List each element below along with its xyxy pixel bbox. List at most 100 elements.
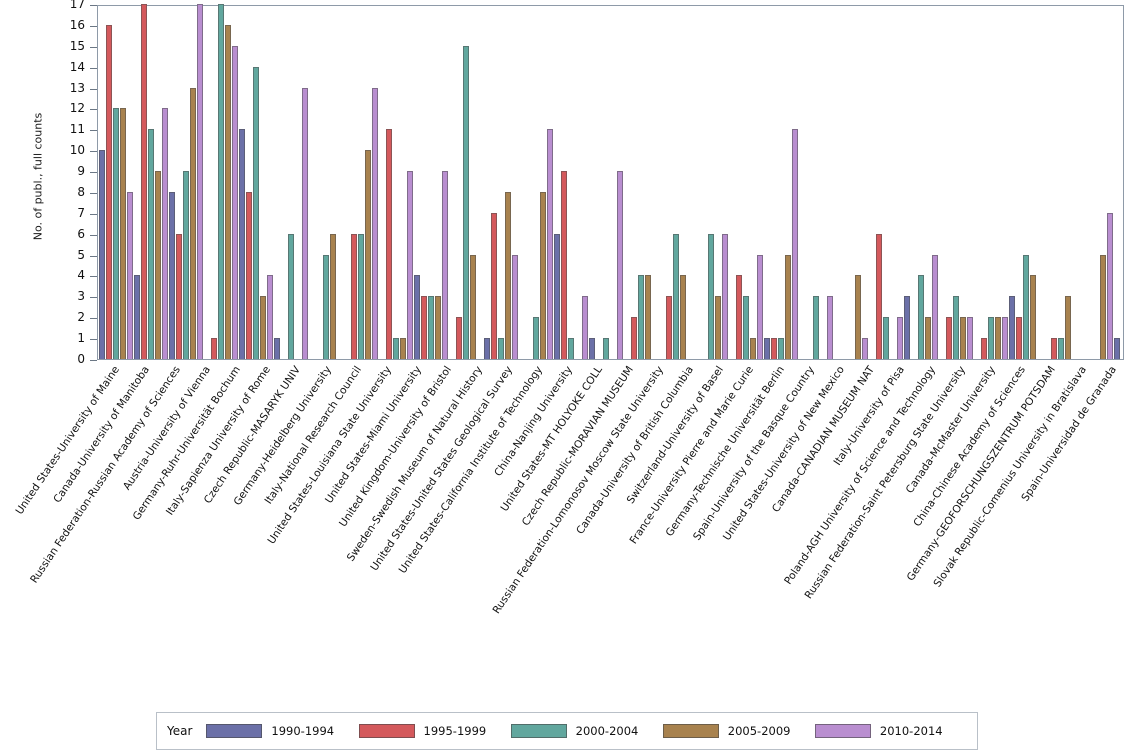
bar[interactable] <box>196 4 203 359</box>
bar[interactable] <box>784 254 791 359</box>
legend-item[interactable]: 1995-1999 <box>358 724 501 738</box>
bar[interactable] <box>945 317 952 359</box>
bar[interactable] <box>455 317 462 359</box>
bar[interactable] <box>385 129 392 359</box>
bar[interactable] <box>924 317 931 359</box>
bar[interactable] <box>462 45 469 359</box>
bar[interactable] <box>560 171 567 359</box>
bar[interactable] <box>322 254 329 359</box>
bar[interactable] <box>1106 212 1113 359</box>
legend-item[interactable]: 2005-2009 <box>662 724 805 738</box>
bar[interactable] <box>812 296 819 359</box>
bar[interactable] <box>329 233 336 359</box>
bar[interactable] <box>357 233 364 359</box>
legend-item[interactable]: 2000-2004 <box>510 724 653 738</box>
bar[interactable] <box>469 254 476 359</box>
bar[interactable] <box>504 191 511 359</box>
bar[interactable] <box>301 87 308 359</box>
bar[interactable] <box>917 275 924 359</box>
bar[interactable] <box>273 338 280 359</box>
bar[interactable] <box>161 108 168 359</box>
bar[interactable] <box>133 275 140 359</box>
bar[interactable] <box>119 108 126 359</box>
bar[interactable] <box>252 66 259 359</box>
bar[interactable] <box>238 129 245 359</box>
bar[interactable] <box>287 233 294 359</box>
bar[interactable] <box>791 129 798 359</box>
bar[interactable] <box>875 233 882 359</box>
bar[interactable] <box>98 150 105 359</box>
bar[interactable] <box>126 191 133 359</box>
bar[interactable] <box>630 317 637 359</box>
bar[interactable] <box>490 212 497 359</box>
bar[interactable] <box>434 296 441 359</box>
bar[interactable] <box>637 275 644 359</box>
bar[interactable] <box>882 317 889 359</box>
bar[interactable] <box>735 275 742 359</box>
bar[interactable] <box>182 171 189 359</box>
bar[interactable] <box>1022 254 1029 359</box>
bar[interactable] <box>903 296 910 359</box>
bar[interactable] <box>749 338 756 359</box>
bar[interactable] <box>210 338 217 359</box>
bar[interactable] <box>826 296 833 359</box>
bar[interactable] <box>413 275 420 359</box>
bar[interactable] <box>154 171 161 359</box>
bar[interactable] <box>588 338 595 359</box>
bar[interactable] <box>616 171 623 359</box>
bar[interactable] <box>168 191 175 359</box>
bar[interactable] <box>217 4 224 359</box>
bar[interactable] <box>567 338 574 359</box>
bar[interactable] <box>266 275 273 359</box>
bar[interactable] <box>707 233 714 359</box>
bar[interactable] <box>721 233 728 359</box>
bar[interactable] <box>105 24 112 359</box>
bar[interactable] <box>861 338 868 359</box>
bar[interactable] <box>392 338 399 359</box>
bar[interactable] <box>140 4 147 359</box>
bar[interactable] <box>371 87 378 359</box>
bar[interactable] <box>987 317 994 359</box>
bar[interactable] <box>406 171 413 359</box>
bar[interactable] <box>511 254 518 359</box>
bar[interactable] <box>259 296 266 359</box>
bar[interactable] <box>777 338 784 359</box>
bar[interactable] <box>1015 317 1022 359</box>
bar[interactable] <box>994 317 1001 359</box>
bar[interactable] <box>546 129 553 359</box>
bar[interactable] <box>1113 338 1120 359</box>
bar[interactable] <box>189 87 196 359</box>
bar[interactable] <box>350 233 357 359</box>
bar[interactable] <box>427 296 434 359</box>
legend-item[interactable]: 1990-1994 <box>206 724 348 738</box>
bar[interactable] <box>175 233 182 359</box>
bar[interactable] <box>959 317 966 359</box>
bar[interactable] <box>854 275 861 359</box>
bar[interactable] <box>483 338 490 359</box>
bar[interactable] <box>665 296 672 359</box>
bar[interactable] <box>644 275 651 359</box>
bar[interactable] <box>441 171 448 359</box>
bar[interactable] <box>1050 338 1057 359</box>
bar[interactable] <box>532 317 539 359</box>
bar[interactable] <box>147 129 154 359</box>
bar[interactable] <box>231 45 238 359</box>
bar[interactable] <box>364 150 371 359</box>
bar[interactable] <box>245 191 252 359</box>
bar[interactable] <box>1029 275 1036 359</box>
bar[interactable] <box>756 254 763 359</box>
bar[interactable] <box>770 338 777 359</box>
bar[interactable] <box>497 338 504 359</box>
bar[interactable] <box>1001 317 1008 359</box>
bar[interactable] <box>672 233 679 359</box>
bar[interactable] <box>539 191 546 359</box>
bar[interactable] <box>980 338 987 359</box>
bar[interactable] <box>763 338 770 359</box>
bar[interactable] <box>1008 296 1015 359</box>
bar[interactable] <box>224 24 231 359</box>
bar[interactable] <box>896 317 903 359</box>
bar[interactable] <box>966 317 973 359</box>
bar[interactable] <box>581 296 588 359</box>
legend-item[interactable]: 2010-2014 <box>814 724 957 738</box>
bar[interactable] <box>952 296 959 359</box>
